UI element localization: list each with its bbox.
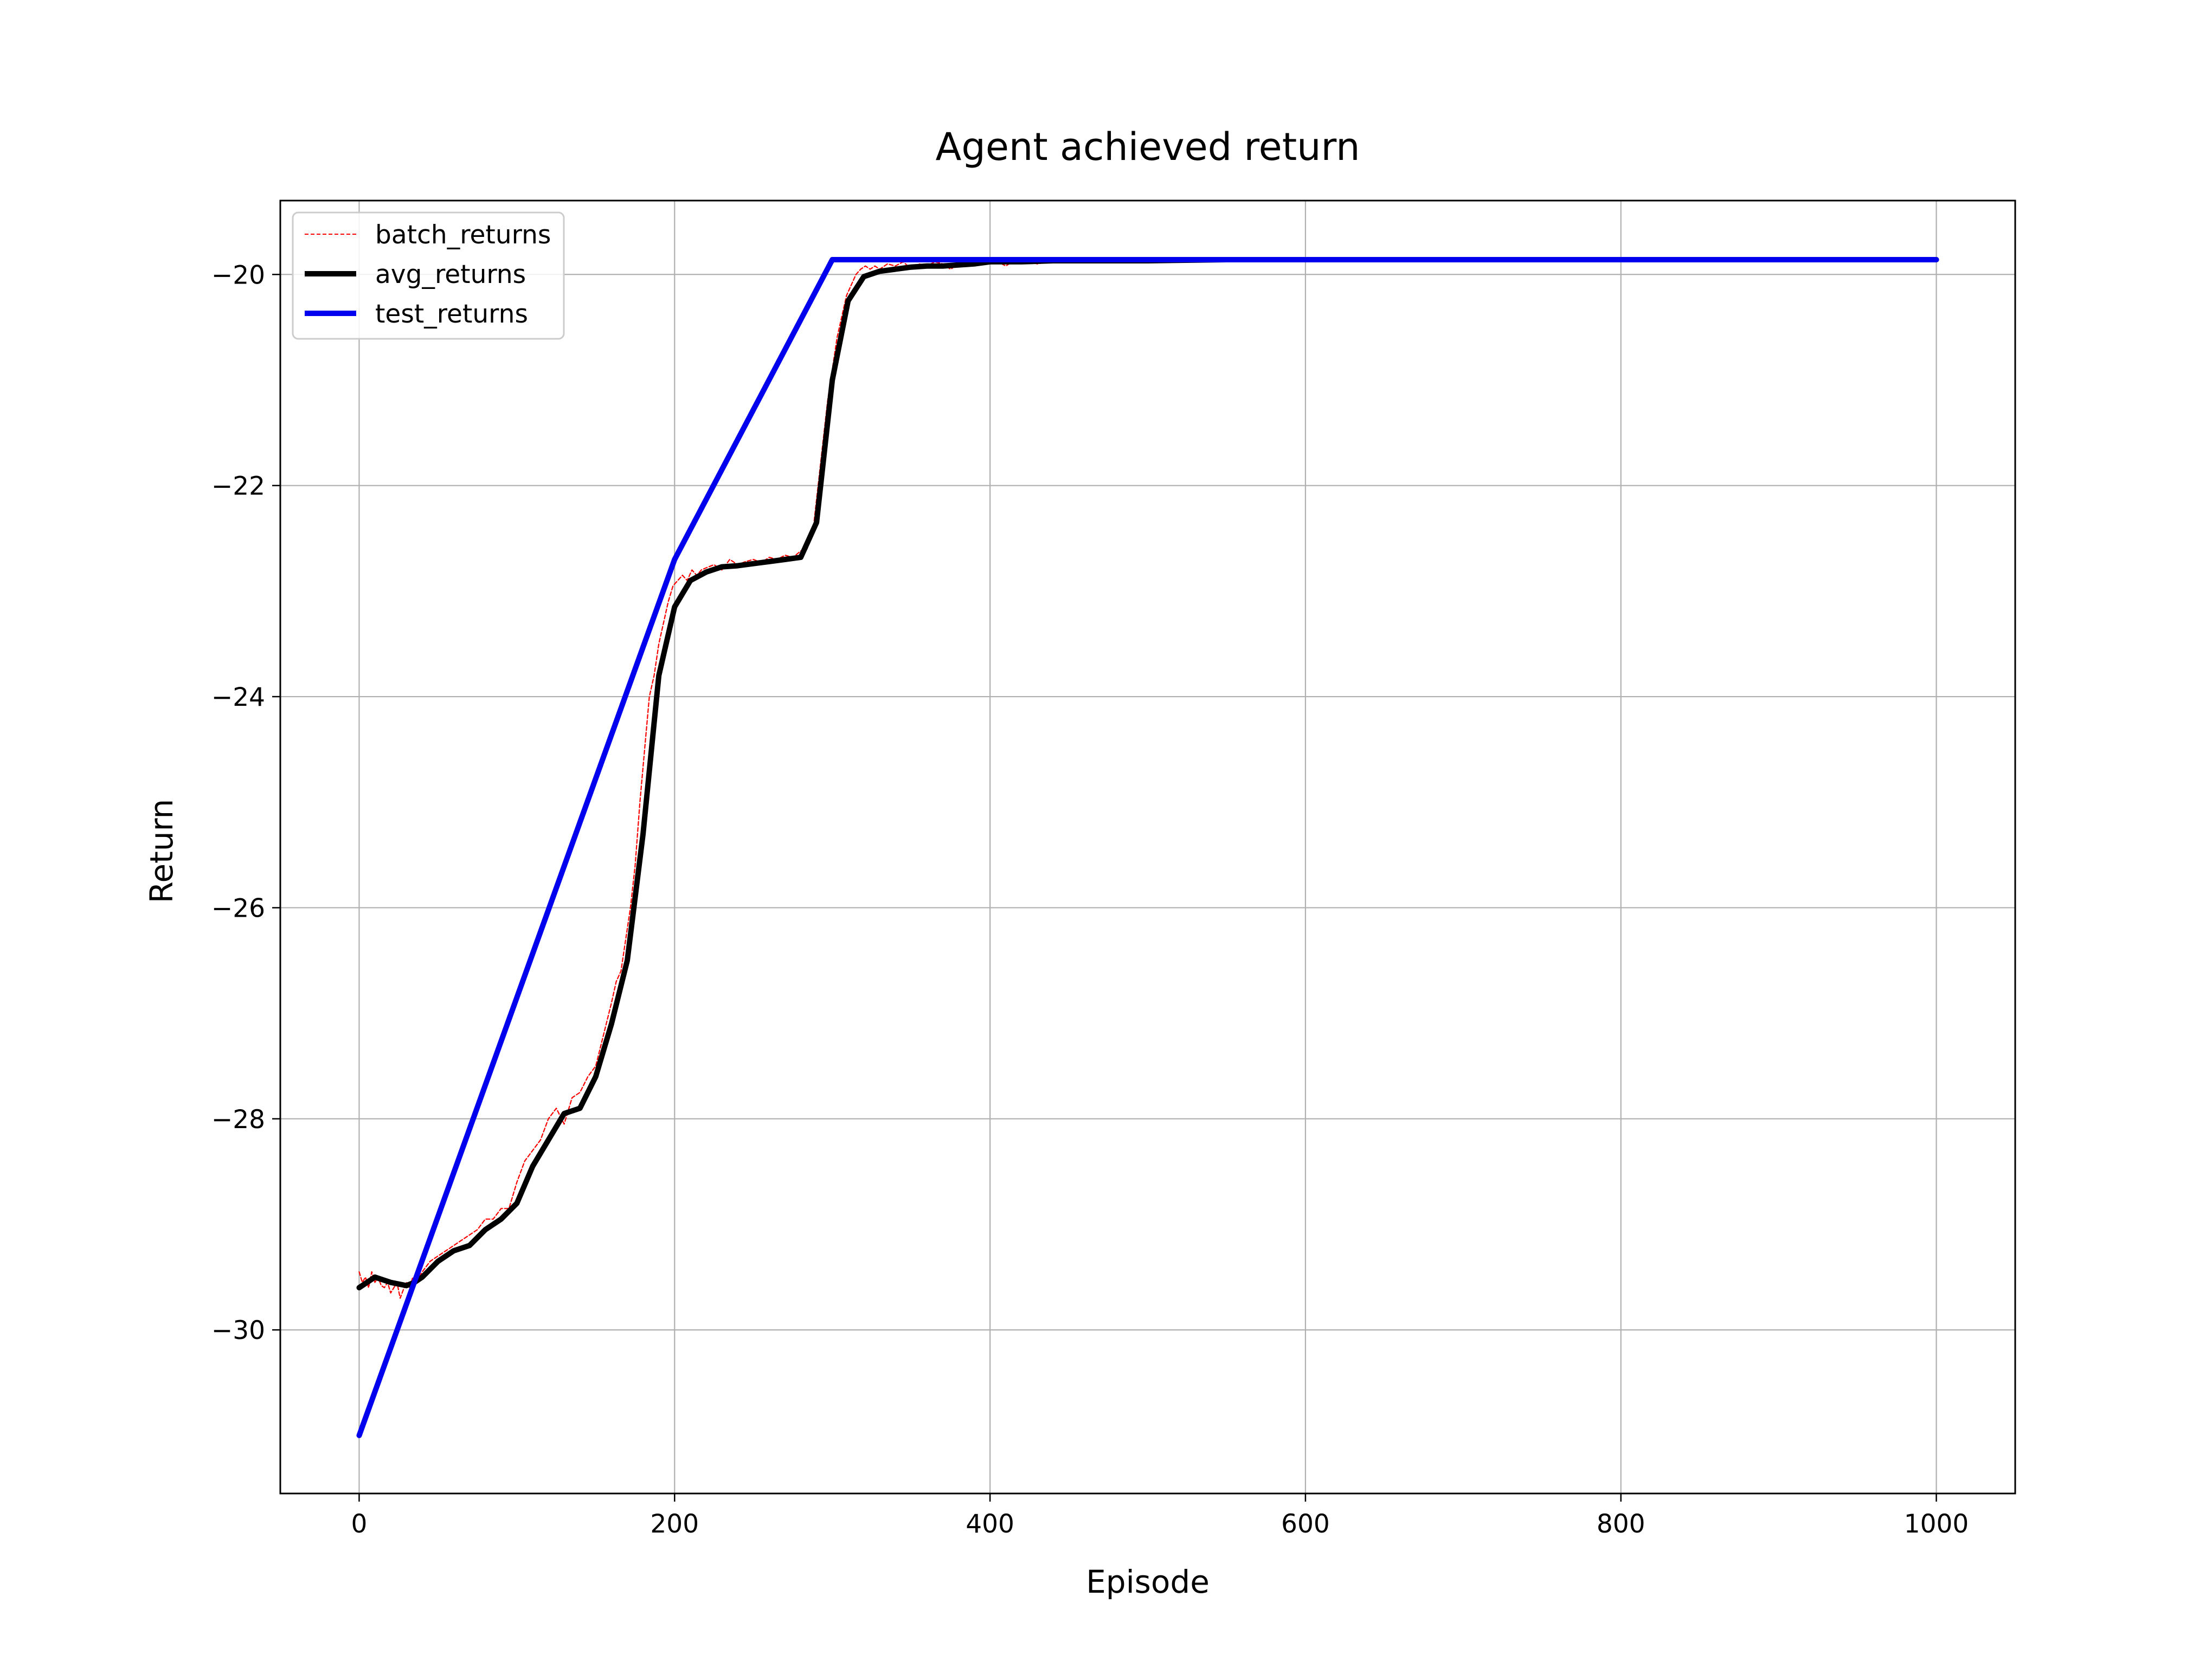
- x-tick-label: 0: [351, 1509, 368, 1539]
- series-line-test-returns: [356, 257, 1939, 1438]
- x-axis-title: Episode: [1086, 1563, 1210, 1600]
- y-tick-label: −30: [211, 1316, 265, 1345]
- legend-box: [292, 211, 565, 340]
- y-tick-label: −28: [211, 1105, 265, 1135]
- series-lines: [356, 257, 1939, 1438]
- y-tick-label: −24: [211, 683, 265, 712]
- y-axis-title: Return: [143, 799, 180, 903]
- legend-label-test-returns: test_returns: [375, 299, 528, 329]
- plot-frame: [279, 199, 2016, 1495]
- legend-label-batch-returns: batch_returns: [375, 220, 551, 250]
- y-tick-label: −22: [211, 472, 265, 501]
- x-tick-label: 200: [650, 1509, 699, 1539]
- chart-title: Agent achieved return: [936, 125, 1360, 169]
- legend-label-avg-returns: avg_returns: [375, 260, 526, 289]
- legend: batch_returns avg_returns test_returns: [292, 211, 565, 340]
- y-tick-label: −26: [211, 893, 265, 923]
- axis-ticks: 0 200 400 600 800 1000 −30 −28 −26 −24 −22 −20: [211, 260, 1969, 1539]
- x-tick-label: 600: [1281, 1509, 1330, 1539]
- x-tick-label: 800: [1597, 1509, 1645, 1539]
- x-tick-label: 400: [966, 1509, 1014, 1539]
- x-tick-label: 1000: [1904, 1509, 1969, 1539]
- y-tick-label: −20: [211, 260, 265, 290]
- grid-lines: [280, 201, 2015, 1493]
